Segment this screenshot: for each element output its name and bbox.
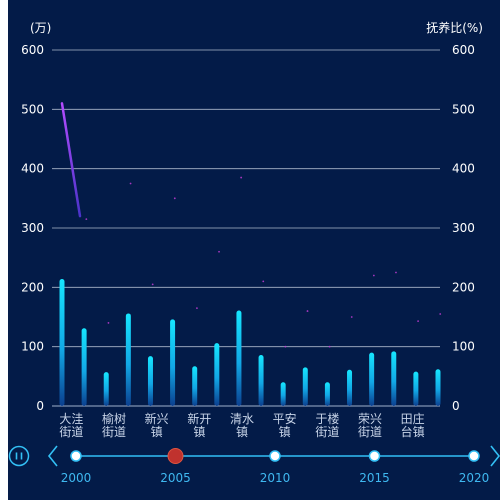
category-label: 镇 xyxy=(193,425,205,439)
ratio-point xyxy=(218,250,220,253)
left-tick-label: 600 xyxy=(21,43,44,57)
category-label: 镇 xyxy=(279,425,291,439)
bar xyxy=(236,310,242,406)
bar xyxy=(258,354,264,406)
ratio-line-segment xyxy=(60,102,82,218)
right-tick-label: 200 xyxy=(452,280,475,294)
bar xyxy=(170,319,176,406)
chevron-left-icon[interactable] xyxy=(47,445,58,467)
ratio-point xyxy=(328,345,331,348)
bar xyxy=(214,343,220,406)
ratio-point xyxy=(129,182,132,185)
bar xyxy=(125,313,131,406)
category-label: 街道 xyxy=(358,425,382,439)
bar xyxy=(103,372,109,406)
category-label: 清水 xyxy=(230,412,254,426)
chart-panel xyxy=(8,0,500,500)
timeline-year-label[interactable]: 2010 xyxy=(260,471,291,485)
right-axis-ticks: 0 100 200 300 400 500 600 xyxy=(452,43,475,413)
ratio-point xyxy=(350,316,353,318)
timeline-node[interactable] xyxy=(70,450,82,462)
right-tick-label: 500 xyxy=(452,102,475,116)
category-label: 新开 xyxy=(187,411,211,426)
bar xyxy=(59,279,65,406)
right-tick-label: 100 xyxy=(452,340,475,354)
category-label: 街道 xyxy=(59,425,83,439)
bar xyxy=(192,366,198,406)
left-tick-label: 100 xyxy=(21,340,44,354)
bar xyxy=(435,369,441,406)
timeline-node[interactable] xyxy=(368,450,381,462)
category-label: 田庄 xyxy=(401,411,425,426)
ratio-point xyxy=(417,320,419,323)
bar xyxy=(369,352,375,406)
timeline-node[interactable] xyxy=(468,450,480,462)
category-label: 新兴 xyxy=(145,411,169,426)
category-label: 于楼 xyxy=(315,411,339,426)
bar xyxy=(391,351,397,406)
left-tick-label: 400 xyxy=(21,162,44,176)
timeline-year-label[interactable]: 2020 xyxy=(459,471,490,485)
category-label: 街道 xyxy=(102,425,126,439)
ratio-point xyxy=(372,274,375,277)
category-label: 街道 xyxy=(315,425,339,439)
ratio-point xyxy=(395,271,397,274)
left-axis-ticks: 0 100 200 300 400 500 600 xyxy=(21,43,44,413)
right-axis-unit: 抚养比(%) xyxy=(426,20,483,35)
bar xyxy=(280,382,286,406)
timeline-year-label[interactable]: 2005 xyxy=(160,471,191,485)
grid-lines xyxy=(52,49,440,407)
category-label: 榆树 xyxy=(102,411,126,426)
timeline-year-label[interactable]: 2000 xyxy=(61,471,92,485)
timeline-current-node[interactable] xyxy=(167,448,184,464)
ratio-point xyxy=(85,218,88,221)
category-label: 镇 xyxy=(151,425,163,439)
ratio-point xyxy=(107,322,110,324)
category-label: 平安 xyxy=(273,411,297,426)
pause-icon[interactable] xyxy=(8,445,30,467)
left-tick-label: 200 xyxy=(21,280,44,294)
ratio-series xyxy=(60,102,442,348)
right-tick-label: 600 xyxy=(452,43,475,57)
right-tick-label: 300 xyxy=(452,221,475,235)
ratio-point xyxy=(173,197,176,200)
bar xyxy=(81,328,87,406)
category-label: 大洼 xyxy=(59,412,83,426)
timeline-year-label[interactable]: 2015 xyxy=(359,471,390,485)
chevron-right-icon[interactable] xyxy=(490,445,500,467)
bar xyxy=(324,382,330,406)
left-axis-unit: (万) xyxy=(30,21,51,35)
bar-series xyxy=(59,279,441,406)
category-label: 荣兴 xyxy=(358,412,382,426)
bar xyxy=(302,367,308,406)
timeline-node[interactable] xyxy=(269,450,281,462)
category-label: 台镇 xyxy=(401,424,425,439)
ratio-point xyxy=(262,280,265,283)
left-tick-label: 300 xyxy=(21,221,44,235)
bar xyxy=(347,369,353,406)
ratio-point xyxy=(439,313,442,315)
bar xyxy=(413,371,419,406)
ratio-point xyxy=(196,307,198,309)
right-tick-label: 400 xyxy=(452,162,475,176)
ratio-point xyxy=(284,345,287,348)
timeline[interactable]: 2000 2005 2010 2015 2020 xyxy=(8,445,500,485)
right-tick-label: 0 xyxy=(452,399,460,413)
ratio-point xyxy=(306,310,309,312)
left-tick-label: 500 xyxy=(21,102,44,116)
category-label: 镇 xyxy=(236,425,248,439)
ratio-point xyxy=(240,176,243,179)
left-tick-label: 0 xyxy=(36,399,44,413)
bar xyxy=(147,356,153,406)
ratio-point xyxy=(151,283,154,286)
